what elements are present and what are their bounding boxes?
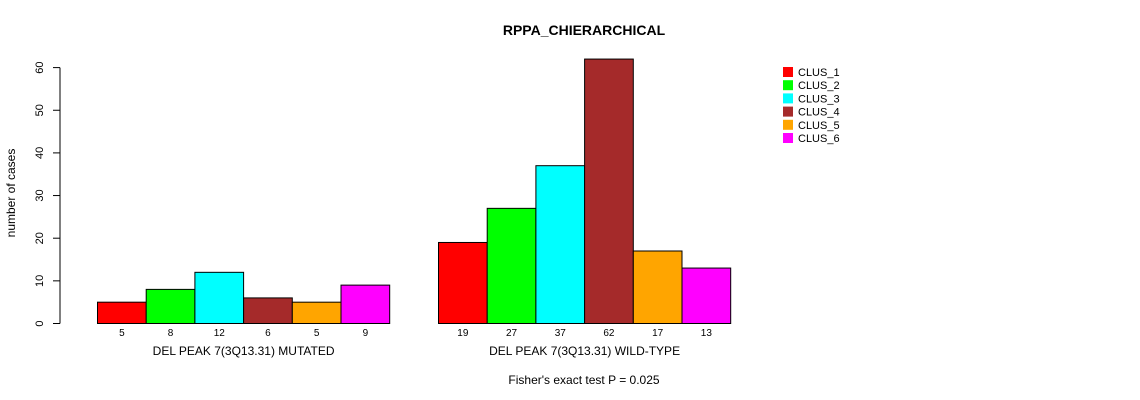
legend-swatch <box>783 106 793 117</box>
bar-count-label: 19 <box>457 328 469 339</box>
y-tick-label: 60 <box>34 61 46 73</box>
bar-count-label: 12 <box>214 328 226 339</box>
legend-label: CLUS_4 <box>798 107 840 119</box>
group-label: DEL PEAK 7(3Q13.31) WILD-TYPE <box>489 344 680 358</box>
bar-clus-4 <box>584 58 634 324</box>
legend-label: CLUS_2 <box>798 80 840 92</box>
bar-count-label: 9 <box>363 328 369 339</box>
y-axis: 0 10 20 30 40 50 60 <box>34 61 61 327</box>
bar-count-label: 6 <box>265 328 271 339</box>
bar-count-label: 27 <box>506 328 518 339</box>
bar-clus-2 <box>145 288 196 325</box>
bars <box>97 58 732 325</box>
bar-clus-5 <box>291 301 342 324</box>
y-tick-label: 40 <box>34 147 46 159</box>
bar-count-label: 17 <box>652 328 664 339</box>
legend-swatch <box>783 133 793 143</box>
value-labels: 5 8 12 6 5 9 19 27 37 62 17 13 <box>119 328 712 339</box>
group-label: DEL PEAK 7(3Q13.31) MUTATED <box>153 344 335 358</box>
bar-clus-2 <box>486 207 537 324</box>
legend-swatch <box>783 67 793 77</box>
bar-clus-3 <box>535 165 586 324</box>
y-tick-label: 30 <box>34 189 46 201</box>
y-tick-label: 50 <box>34 104 46 116</box>
group-labels: DEL PEAK 7(3Q13.31) MUTATED DEL PEAK 7(3Q… <box>153 344 680 358</box>
y-axis-label: number of cases <box>4 149 18 238</box>
bar-count-label: 13 <box>701 328 713 339</box>
legend-swatch <box>783 119 793 130</box>
bar-count-label: 5 <box>119 328 125 339</box>
bar-clus-6 <box>681 267 732 324</box>
legend-label: CLUS_1 <box>798 67 840 79</box>
bar-clus-5 <box>632 250 683 324</box>
chart-title: RPPA_CHIERARCHICAL <box>503 22 666 38</box>
legend-swatch <box>783 93 793 104</box>
bar-count-label: 8 <box>168 328 174 339</box>
bar-clus-1 <box>97 301 147 324</box>
legend-swatch <box>783 80 793 91</box>
bar-count-label: 37 <box>555 328 567 339</box>
bar-clus-3 <box>194 271 245 325</box>
bar-clus-1 <box>438 241 488 324</box>
legend-label: CLUS_6 <box>798 133 840 145</box>
bar-count-label: 62 <box>603 328 615 339</box>
bar-clus-6 <box>340 284 391 324</box>
y-tick-label: 20 <box>34 232 46 244</box>
legend-label: CLUS_5 <box>798 120 840 132</box>
legend-label: CLUS_3 <box>798 93 840 105</box>
bar-clus-4 <box>243 297 293 325</box>
y-tick-label: 0 <box>34 320 46 326</box>
y-tick-label: 10 <box>34 275 46 287</box>
fisher-test-footnote: Fisher's exact test P = 0.025 <box>508 373 659 387</box>
bar-count-label: 5 <box>314 328 320 339</box>
